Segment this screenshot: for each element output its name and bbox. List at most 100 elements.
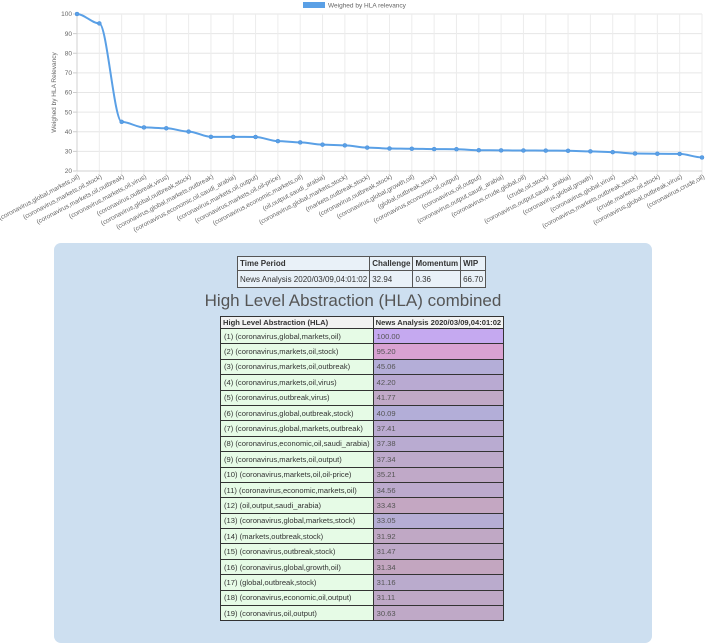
y-tick-label: 30	[65, 149, 73, 156]
hla-table-row: (14) (markets,outbreak,stock) 31.92	[220, 528, 505, 545]
data-point	[208, 134, 214, 140]
hla-table-row: (9) (coronavirus,markets,oil,output) 37.3…	[220, 451, 505, 468]
data-point	[655, 151, 660, 156]
hla-row-label: (1) (coronavirus,global,markets,oil)	[220, 327, 374, 345]
hla-row-label: (13) (coronavirus,global,markets,stock)	[220, 512, 374, 530]
data-point	[610, 149, 615, 155]
hla-table-row: (5) (coronavirus,outbreak,virus) 41.77	[220, 389, 505, 406]
hla-table-row: (16) (coronavirus,global,growth,oil) 31.3…	[220, 558, 505, 576]
analysis-panel: Time Period Challenge Momentum WIP News …	[54, 243, 652, 643]
hla-row-label: (14) (markets,outbreak,stock)	[220, 528, 374, 545]
data-point	[253, 134, 258, 140]
y-axis-title: Weighed by HLA Relevancy	[51, 52, 58, 133]
hla-row-label: (8) (coronavirus,economic,oil,saudi_arab…	[220, 435, 374, 453]
summary-momentum: 0.36	[412, 270, 462, 288]
data-point	[677, 151, 682, 157]
summary-row: News Analysis 2020/03/09,04:01:02 32.94 …	[236, 270, 487, 288]
hla-table-row: (19) (coronavirus,oil,output) 30.63	[220, 605, 505, 622]
summary-header-momentum: Momentum	[412, 256, 462, 271]
hla-row-value: 31.34	[372, 558, 505, 576]
hla-row-value: 37.41	[372, 420, 505, 437]
data-point	[320, 142, 325, 147]
data-point	[97, 21, 102, 26]
hla-row-value: 31.11	[372, 589, 505, 607]
data-point	[387, 146, 392, 151]
hla-row-label: (18) (coronavirus,economic,oil,output)	[220, 589, 374, 607]
summary-table: Time Period Challenge Momentum WIP News …	[236, 256, 487, 288]
data-point	[409, 146, 415, 151]
data-point	[565, 148, 571, 154]
hla-row-value: 40.09	[372, 404, 505, 422]
hla-row-value: 95.20	[372, 343, 505, 360]
line-chart-svg: Weighed by HLA relevancy 20 30 40 50 60 70 80 90…	[0, 2, 706, 234]
data-point	[275, 138, 281, 144]
hla-row-label: (15) (coronavirus,outbreak,stock)	[220, 543, 374, 560]
data-point	[186, 129, 191, 134]
data-point	[498, 148, 504, 153]
hla-row-value: 37.34	[372, 451, 505, 468]
hla-row-label: (9) (coronavirus,markets,oil,output)	[220, 451, 374, 468]
hla-title: High Level Abstraction (HLA) combined	[204, 291, 502, 310]
data-point	[454, 146, 459, 152]
hla-row-value: 31.16	[372, 574, 505, 591]
hla-row-value: 45.06	[372, 358, 505, 376]
hla-row-value: 33.05	[372, 512, 505, 530]
summary-header-challenge: Challenge	[369, 256, 414, 271]
y-tick-label: 80	[65, 50, 73, 57]
hla-row-value: 35.21	[372, 466, 505, 483]
summary-header-wip: WIP	[460, 256, 487, 271]
hla-table-row: (10) (coronavirus,markets,oil,oil-price)…	[220, 466, 505, 483]
summary-header-row: Time Period Challenge Momentum WIP	[236, 256, 487, 271]
hla-row-label: (11) (coronavirus,economic,markets,oil)	[220, 481, 374, 499]
hla-relevancy-chart: Weighed by HLA relevancy 20 30 40 50 60 70 80 90…	[0, 0, 710, 238]
data-point	[74, 11, 80, 17]
y-tick-label: 100	[61, 11, 72, 18]
y-tick-label: 70	[65, 70, 73, 77]
hla-table-row: (12) (oil,output,saudi_arabia) 33.43	[220, 497, 505, 514]
hla-row-label: (16) (coronavirus,global,growth,oil)	[220, 558, 374, 576]
legend-swatch	[303, 2, 325, 8]
hla-row-label: (6) (coronavirus,global,outbreak,stock)	[220, 404, 374, 422]
hla-row-label: (5) (coronavirus,outbreak,virus)	[220, 389, 374, 406]
summary-wip: 66.70	[460, 270, 487, 288]
hla-row-label: (19) (coronavirus,oil,output)	[220, 605, 374, 622]
data-point	[632, 151, 638, 156]
data-point	[141, 125, 147, 130]
legend-label: Weighed by HLA relevancy	[328, 3, 407, 10]
summary-time-period: News Analysis 2020/03/09,04:01:02	[236, 270, 371, 288]
hla-row-value: 30.63	[372, 605, 505, 622]
y-tick-label: 50	[65, 109, 73, 116]
hla-table-row: (3) (coronavirus,markets,oil,outbreak) 45…	[220, 358, 505, 376]
data-point	[521, 148, 526, 153]
hla-row-value: 37.38	[372, 435, 505, 453]
hla-table-row: (8) (coronavirus,economic,oil,saudi_arab…	[220, 435, 505, 453]
data-point	[164, 126, 169, 131]
data-point	[431, 146, 437, 152]
hla-table-row: (6) (coronavirus,global,outbreak,stock) 4…	[220, 404, 505, 422]
hla-row-label: (7) (coronavirus,global,markets,outbreak…	[220, 420, 374, 437]
hla-row-label: (4) (coronavirus,markets,oil,virus)	[220, 374, 374, 391]
data-point	[342, 143, 348, 148]
hla-table-row: (13) (coronavirus,global,markets,stock) 3…	[220, 512, 505, 530]
hla-table-row: (11) (coronavirus,economic,markets,oil) 3…	[220, 481, 505, 499]
data-point	[476, 147, 482, 153]
y-tick-label: 40	[65, 129, 73, 136]
hla-table-row: (4) (coronavirus,markets,oil,virus) 42.20	[220, 374, 505, 391]
data-point	[364, 145, 370, 150]
hla-row-label: (17) (global,outbreak,stock)	[220, 574, 374, 591]
data-point	[699, 155, 705, 160]
hla-row-value: 42.20	[372, 374, 505, 391]
data-point	[297, 140, 303, 145]
y-tick-label: 20	[65, 168, 73, 175]
hla-row-value: 33.43	[372, 497, 505, 514]
hla-row-value: 31.47	[372, 543, 505, 560]
hla-table-row: (15) (coronavirus,outbreak,stock) 31.47	[220, 543, 505, 560]
hla-header-row: High Level Abstraction (HLA) News Analys…	[220, 316, 505, 329]
hla-row-label: (3) (coronavirus,markets,oil,outbreak)	[220, 358, 374, 376]
hla-row-label: (12) (oil,output,saudi_arabia)	[220, 497, 374, 514]
hla-table-row: (18) (coronavirus,economic,oil,output) 31…	[220, 589, 505, 607]
hla-header-label: High Level Abstraction (HLA)	[220, 316, 374, 329]
summary-header-time-period: Time Period	[236, 256, 371, 271]
hla-table-body: (1) (coronavirus,global,markets,oil) 100.…	[220, 327, 505, 622]
hla-row-value: 41.77	[372, 389, 505, 406]
